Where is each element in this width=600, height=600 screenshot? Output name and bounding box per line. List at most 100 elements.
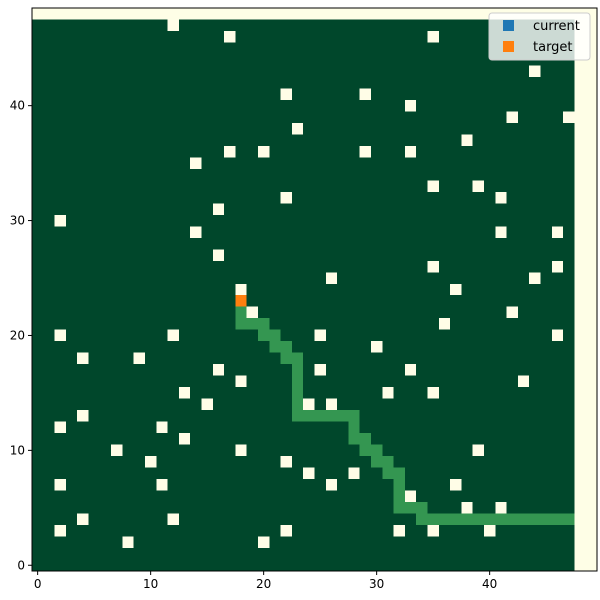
obstacle-cell [359, 145, 371, 158]
obstacle-cell [404, 99, 417, 112]
path-cell [303, 410, 315, 422]
path-cell [291, 364, 304, 376]
path-cell [235, 306, 247, 319]
obstacle-cell [54, 525, 66, 537]
x-tick-label: 20 [256, 577, 271, 591]
obstacle-cell [77, 410, 89, 422]
obstacle-cell [325, 272, 338, 284]
path-cell [393, 479, 405, 491]
obstacle-cell [427, 30, 439, 43]
obstacle-cell [484, 525, 496, 537]
obstacle-cell [325, 479, 338, 491]
obstacle-cell [450, 283, 462, 296]
obstacle-cell [495, 226, 507, 238]
obstacle-cell [404, 364, 417, 376]
obstacle-cell [258, 145, 270, 158]
legend-label: current [533, 19, 580, 34]
path-cell [246, 318, 258, 330]
path-cell [551, 513, 564, 526]
path-cell [416, 513, 428, 526]
obstacle-cell [495, 191, 507, 204]
path-cell [450, 513, 462, 526]
obstacle-cell [472, 180, 484, 192]
path-cells [235, 306, 575, 526]
path-cell [348, 410, 360, 422]
path-cell [235, 318, 247, 330]
obstacle-cell [224, 145, 236, 158]
path-cell [495, 513, 507, 526]
y-axis: 0 10 20 30 40 [10, 99, 32, 572]
obstacle-cell [427, 180, 439, 192]
obstacle-cell [235, 444, 247, 457]
obstacle-cell [235, 283, 247, 296]
obstacle-cell [280, 191, 292, 204]
path-cell [427, 513, 439, 526]
obstacle-cell [348, 467, 360, 480]
obstacle-cell [291, 122, 304, 135]
path-cell [382, 456, 394, 468]
legend-swatch [503, 20, 514, 31]
x-tick-label: 0 [34, 577, 42, 591]
obstacle-cell [77, 513, 89, 526]
obstacle-cell [190, 226, 202, 238]
obstacle-cell [156, 479, 168, 491]
obstacle-cell [450, 479, 462, 491]
obstacle-cell [551, 226, 564, 238]
obstacle-cell [495, 502, 507, 514]
obstacle-cell [224, 30, 236, 43]
x-axis: 0 10 20 30 40 [34, 571, 497, 591]
path-cell [393, 467, 405, 480]
path-cell [371, 444, 383, 457]
path-cell [529, 513, 541, 526]
obstacle-cell [54, 214, 66, 227]
obstacle-cell [212, 203, 225, 215]
obstacle-cell [314, 364, 326, 376]
obstacle-cell [54, 479, 66, 491]
x-tick-label: 30 [369, 577, 384, 591]
obstacle-cell [404, 145, 417, 158]
obstacle-cell [280, 88, 292, 100]
obstacle-cell [427, 525, 439, 537]
path-cell [325, 410, 338, 422]
obstacle-cell [325, 398, 338, 411]
obstacle-cell [280, 456, 292, 468]
path-cell [291, 375, 304, 388]
path-cell [348, 421, 360, 434]
path-cell [291, 410, 304, 422]
obstacle-cell [461, 134, 473, 146]
obstacle-cell [122, 536, 134, 549]
path-cell [359, 433, 371, 445]
obstacle-cell [472, 444, 484, 457]
obstacle-cell [314, 329, 326, 342]
path-cell [382, 467, 394, 480]
path-cell [517, 513, 530, 526]
obstacle-cell [77, 352, 89, 365]
obstacle-cell [145, 456, 157, 468]
obstacle-cell [190, 157, 202, 169]
obstacle-cell [178, 433, 191, 445]
obstacle-cell [427, 387, 439, 399]
path-cell [291, 352, 304, 365]
x-tick-label: 40 [482, 577, 497, 591]
obstacle-cell [371, 341, 383, 353]
y-tick-label: 40 [10, 99, 25, 113]
grid-cells [32, 19, 575, 571]
target-cell [235, 295, 247, 307]
obstacle-cell [212, 249, 225, 261]
obstacle-cell [167, 329, 179, 342]
obstacle-cell [563, 111, 575, 123]
axes-frame [31, 7, 598, 572]
obstacle-cell [54, 329, 66, 342]
path-cell [563, 513, 575, 526]
obstacle-cell [167, 513, 179, 526]
path-cell [291, 398, 304, 411]
obstacle-cell [133, 352, 145, 365]
path-cell [404, 502, 417, 514]
path-cell [269, 341, 281, 353]
obstacle-cell [506, 306, 518, 319]
obstacle-cell [303, 398, 315, 411]
path-cell [472, 513, 484, 526]
obstacle-cell [529, 272, 541, 284]
path-cell [506, 513, 518, 526]
path-cell [393, 490, 405, 503]
